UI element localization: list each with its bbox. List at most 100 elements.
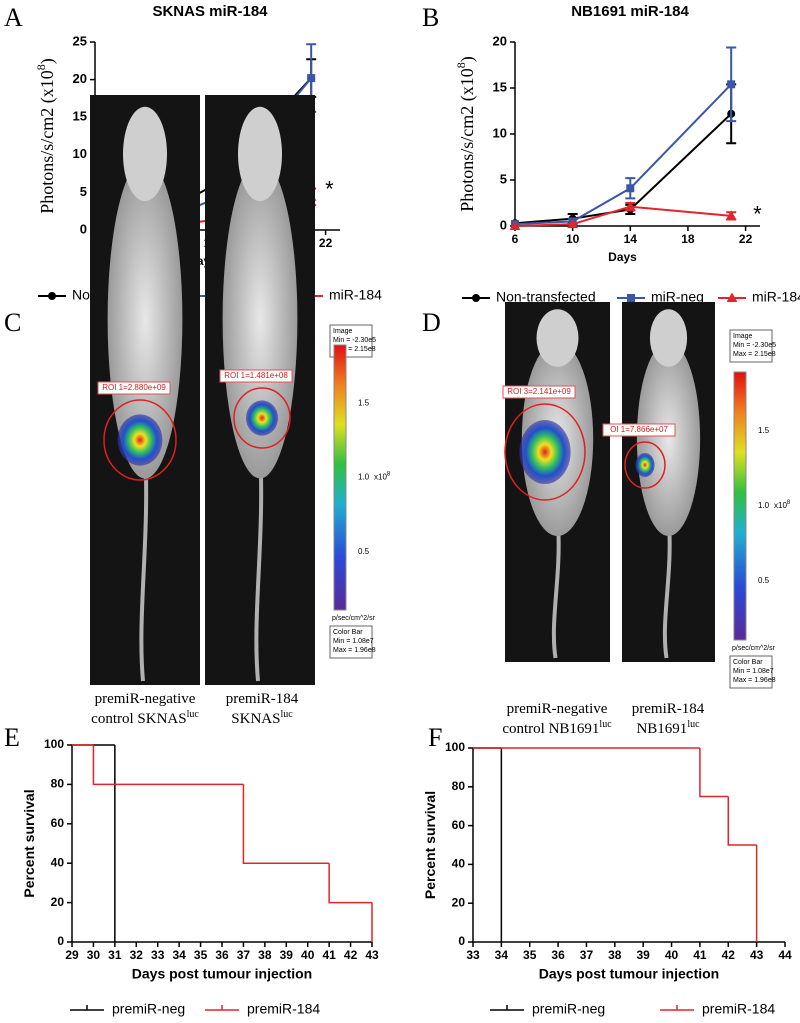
y-tick-label: 20 <box>493 33 507 48</box>
info-text: Max = 2.15e8 <box>333 346 376 353</box>
x-tick-label: 31 <box>108 948 122 962</box>
caption-line: SKNAS <box>231 711 280 727</box>
panel-letter: D <box>422 308 441 337</box>
mouse-body <box>107 159 183 479</box>
mouse-caption: premiR-negative <box>95 691 196 707</box>
x-axis-label: Days <box>608 250 637 264</box>
y-tick-label: 10 <box>73 146 87 161</box>
roi-label: ROI 1=2.880e+09 <box>102 383 166 392</box>
annotation: * <box>325 177 334 202</box>
marker <box>567 218 579 229</box>
x-tick-label: 32 <box>130 948 144 962</box>
y-tick-label: 25 <box>73 33 87 48</box>
x-tick-label: 36 <box>551 948 565 962</box>
panel-letter: A <box>4 3 23 32</box>
x-tick-label: 40 <box>665 948 679 962</box>
x-tick-label: 6 <box>512 232 519 246</box>
x-tick-label: 34 <box>172 948 186 962</box>
caption-line: control SKNAS <box>91 711 186 727</box>
x-tick-label: 39 <box>280 948 294 962</box>
roi-label-box <box>502 385 576 399</box>
units-label: p/sec/cm^2/sr <box>732 645 776 652</box>
bioluminescence <box>519 420 571 484</box>
survival-step <box>328 863 372 904</box>
roi-circle <box>504 403 586 501</box>
y-tick-label: 60 <box>51 816 65 830</box>
x-tick-label: 29 <box>65 948 79 962</box>
mouse-body <box>636 341 701 536</box>
color-bar <box>733 371 747 641</box>
caption-sup: luc <box>280 709 293 720</box>
x-tick-label: 35 <box>194 948 208 962</box>
y-tick-label: 0 <box>57 934 64 948</box>
caption-sup: luc <box>599 719 612 730</box>
y-tick-label: 20 <box>73 71 87 86</box>
x-tick-label: 22 <box>319 236 333 250</box>
roi-circle <box>233 387 291 449</box>
y-label-text: Percent survival <box>422 791 438 899</box>
series-line <box>514 83 732 226</box>
legend-label: premiR-184 <box>247 1001 320 1017</box>
y-label-end: ) <box>457 56 478 62</box>
mouse-caption: premiR-negative <box>507 701 608 717</box>
y-axis-label: Photons/s/cm2 (x108) <box>454 56 478 212</box>
legend-label: Non-transfected <box>496 289 596 305</box>
x-tick-label: 38 <box>258 948 272 962</box>
legend-line <box>660 1005 694 1011</box>
legend-line <box>205 1005 239 1011</box>
mouse-caption: SKNASluc <box>231 709 293 727</box>
x-tick-label: 38 <box>608 948 622 962</box>
scale-unit-base: x10 <box>774 501 787 510</box>
marker <box>48 292 56 300</box>
bioluminescence <box>246 400 278 436</box>
info-text: Min = -2.30e5 <box>333 337 376 344</box>
roi-label-box <box>602 423 676 437</box>
y-tick-label: 0 <box>458 934 465 948</box>
caption-line: premiR-negative <box>507 701 608 717</box>
chart-title: SKNAS miR-184 <box>152 3 268 20</box>
y-tick-label: 40 <box>51 855 65 869</box>
color-bar <box>333 344 347 611</box>
mouse-head <box>536 309 579 367</box>
caption-line: premiR-184 <box>632 701 705 717</box>
info-text: Max = 2.15e8 <box>733 351 776 358</box>
x-tick-label: 41 <box>322 948 336 962</box>
scale-unit-exp: 8 <box>787 500 791 506</box>
x-tick-label: 14 <box>624 232 638 246</box>
scale-label: 1.5 <box>358 398 370 407</box>
legend-label: miR-184 <box>752 289 800 305</box>
x-tick-label: 33 <box>466 948 480 962</box>
y-tick-label: 40 <box>452 857 466 871</box>
marker <box>727 80 736 89</box>
x-tick-label: 41 <box>693 948 707 962</box>
info-text: Max = 1.96e8 <box>333 647 376 654</box>
legend-label: miR-neg <box>651 289 704 305</box>
legend-line <box>490 1005 524 1011</box>
y-tick-label: 0 <box>80 221 87 236</box>
mouse-head <box>238 106 282 202</box>
legend-label: premiR-neg <box>532 1001 605 1017</box>
y-label-text: Percent survival <box>21 789 37 897</box>
y-label-text: Photons/s/cm2 (x10 <box>457 68 478 212</box>
caption-sup: luc <box>687 719 700 730</box>
scale-label: 1.5 <box>758 426 770 435</box>
caption-sup: luc <box>187 709 200 720</box>
panel-letter: C <box>4 308 21 337</box>
y-tick-label: 60 <box>452 818 466 832</box>
x-tick-label: 35 <box>523 948 537 962</box>
mouse-head <box>123 106 167 202</box>
series-line <box>514 205 732 227</box>
y-axis-label: Percent survival <box>422 791 438 899</box>
info-text: Image <box>733 333 753 340</box>
info-text: Min = 1.08e7 <box>733 668 774 675</box>
info-text: Color Bar <box>733 659 763 666</box>
survival-step <box>727 796 757 846</box>
info-text: Color Bar <box>333 629 363 636</box>
survival-step <box>92 745 244 786</box>
info-text: Image <box>333 328 353 335</box>
x-tick-label: 40 <box>301 948 315 962</box>
caption-line: control NB1691 <box>502 721 599 737</box>
panel-letter: B <box>422 3 439 32</box>
y-axis-label: Photons/s/cm2 (x108) <box>34 58 58 214</box>
x-tick-label: 33 <box>151 948 165 962</box>
